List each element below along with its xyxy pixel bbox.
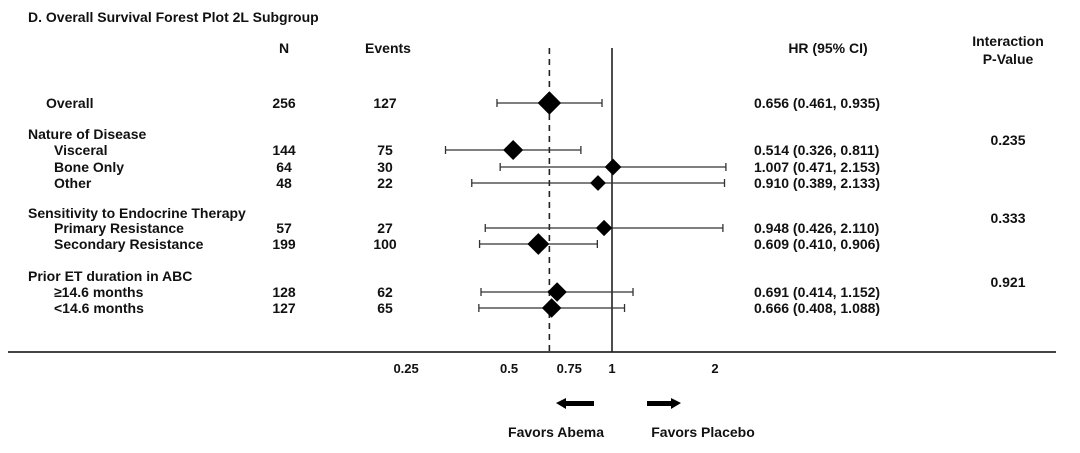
hr-ci-text: 0.910 (0.389, 2.133): [754, 175, 880, 191]
n-value: 57: [276, 220, 292, 236]
hr-point-diamond: [537, 91, 562, 115]
events-column-header: Events: [365, 40, 411, 56]
n-column-header: N: [279, 40, 289, 56]
hr-point-diamond: [604, 158, 622, 176]
n-value: 128: [272, 284, 296, 300]
hr-ci-text: 1.007 (0.471, 2.153): [754, 159, 880, 175]
x-tick-label: 0.5: [500, 361, 518, 376]
n-value: 64: [276, 159, 292, 175]
hr-ci-text: 0.666 (0.408, 1.088): [754, 300, 880, 316]
subgroup-heading: Nature of Disease: [28, 126, 146, 142]
favors-placebo-label: Favors Placebo: [651, 424, 755, 440]
x-tick-label: 2: [711, 361, 718, 376]
events-value: 62: [377, 284, 393, 300]
hr-point-diamond: [595, 219, 613, 237]
row-label: <14.6 months: [54, 300, 144, 316]
hr-ci-text: 0.609 (0.410, 0.906): [754, 236, 880, 252]
events-value: 127: [373, 95, 397, 111]
events-value: 27: [377, 220, 393, 236]
subgroup-heading: Prior ET duration in ABC: [28, 268, 192, 284]
n-value: 199: [272, 236, 296, 252]
row-label: Overall: [46, 95, 93, 111]
x-tick-label: 0.25: [393, 361, 418, 376]
row-label: Secondary Resistance: [54, 236, 204, 252]
row-label: Visceral: [54, 142, 107, 158]
hr-ci-text: 0.691 (0.414, 1.152): [754, 284, 880, 300]
hr-column-header: HR (95% CI): [788, 40, 867, 56]
hr-point-diamond: [547, 282, 567, 302]
hr-ci-text: 0.656 (0.461, 0.935): [754, 95, 880, 111]
row-label: ≥14.6 months: [54, 284, 144, 300]
pvalue-header-line2: P-Value: [983, 51, 1034, 67]
subgroup-heading: Sensitivity to Endocrine Therapy: [28, 205, 246, 221]
n-value: 48: [276, 175, 292, 191]
events-value: 22: [377, 175, 393, 191]
interaction-p-value: 0.921: [990, 274, 1025, 290]
n-value: 256: [272, 95, 296, 111]
hr-point-diamond: [503, 139, 524, 161]
events-value: 75: [377, 142, 393, 158]
events-value: 65: [377, 300, 393, 316]
plot-marks: 0.25 0.5 0.75 1 2 Overall 256 127 0.656 (0.461, …: [8, 48, 1056, 440]
row-label: Primary Resistance: [54, 220, 184, 236]
n-value: 127: [272, 300, 296, 316]
interaction-p-value: 0.333: [990, 210, 1025, 226]
chart-title: D. Overall Survival Forest Plot 2L Subgr…: [28, 9, 319, 25]
hr-point-diamond: [590, 175, 606, 191]
x-tick-label: 1: [608, 361, 615, 376]
hr-point-diamond: [541, 298, 562, 318]
x-tick-label: 0.75: [557, 361, 582, 376]
interaction-p-value: 0.235: [990, 132, 1025, 148]
hr-ci-text: 0.948 (0.426, 2.110): [754, 220, 879, 236]
events-value: 30: [377, 159, 393, 175]
hr-ci-text: 0.514 (0.326, 0.811): [754, 142, 879, 158]
hr-point-diamond: [527, 233, 550, 255]
favors-abema-label: Favors Abema: [508, 424, 604, 440]
row-label: Other: [54, 175, 92, 191]
n-value: 144: [272, 142, 296, 158]
arrow-right-icon: [647, 398, 681, 409]
events-value: 100: [373, 236, 397, 252]
arrow-left-icon: [556, 398, 594, 409]
pvalue-header-line1: Interaction: [972, 33, 1044, 49]
row-label: Bone Only: [54, 159, 124, 175]
